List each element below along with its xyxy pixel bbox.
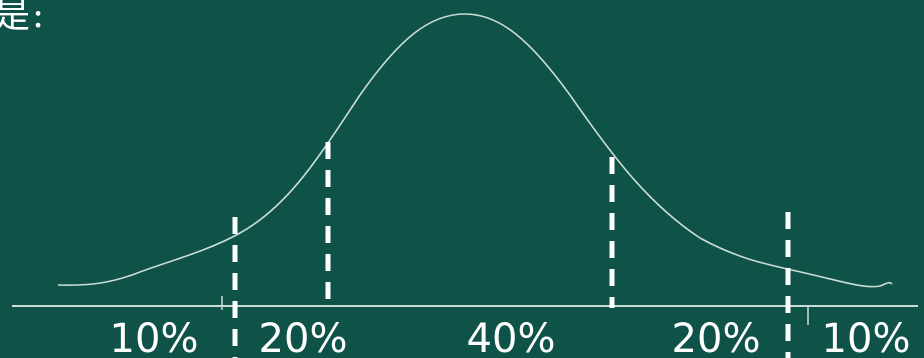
segment-label-3: 40% [467, 316, 556, 358]
segment-label-2: 20% [259, 316, 348, 358]
bell-curve [57, 13, 893, 288]
segment-label-5: 10% [822, 316, 911, 358]
segment-label-4: 20% [672, 316, 761, 358]
heading-text: 是: [0, 0, 47, 36]
segment-label-1: 10% [110, 316, 199, 358]
